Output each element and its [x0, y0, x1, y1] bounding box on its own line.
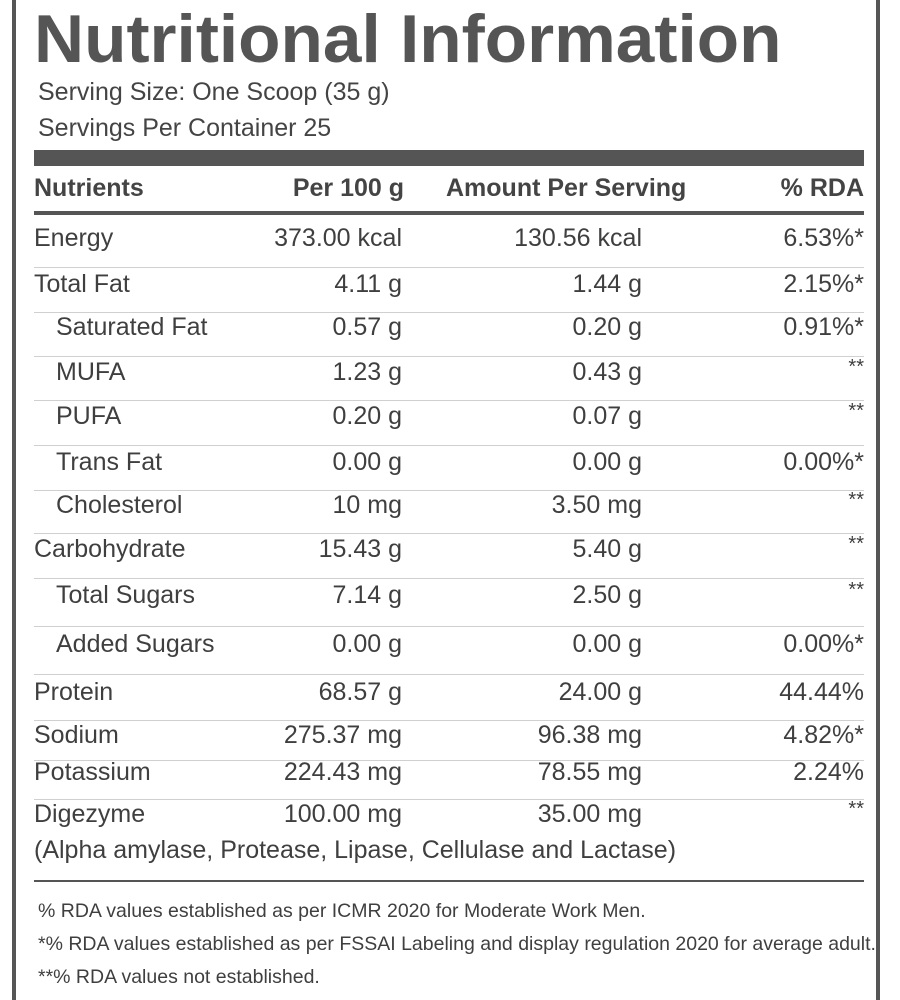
header-divider-thick — [34, 150, 864, 166]
nutrient-name: Protein — [34, 678, 114, 706]
servings-per-container: Servings Per Container 25 — [38, 114, 332, 142]
per-100g-value: 68.57 g — [318, 678, 402, 706]
row-divider — [34, 533, 864, 534]
table-row: Energy 373.00 kcal 130.56 kcal 6.53%* — [34, 224, 864, 260]
per-100g-value: 224.43 mg — [283, 758, 402, 786]
per-serving-value: 24.00 g — [558, 678, 642, 706]
rda-value: 2.24% — [793, 758, 864, 786]
row-divider — [34, 578, 864, 579]
nutrient-name: Sodium — [34, 721, 119, 749]
per-100g-value: 0.00 g — [332, 630, 402, 658]
header-divider — [34, 211, 864, 215]
per-serving-value: 3.50 mg — [551, 491, 642, 519]
row-divider — [34, 720, 864, 721]
per-serving-value: 78.55 mg — [537, 758, 642, 786]
per-serving-value: 0.20 g — [572, 313, 642, 341]
digezyme-note: (Alpha amylase, Protease, Lipase, Cellul… — [34, 836, 677, 864]
label-title: Nutritional Information — [34, 1, 782, 77]
per-100g-value: 10 mg — [332, 491, 402, 519]
per-100g-value: 4.11 g — [334, 270, 402, 298]
row-divider — [34, 760, 864, 761]
nutrient-name: Added Sugars — [56, 630, 215, 658]
footnote-fssai: *% RDA values established as per FSSAI L… — [38, 933, 876, 955]
row-divider — [34, 445, 864, 446]
nutrient-name: Total Sugars — [56, 581, 195, 609]
row-divider — [34, 626, 864, 627]
rda-value: 0.00%* — [783, 448, 864, 476]
header-rda: % RDA — [780, 174, 864, 202]
rda-value: 4.82%* — [783, 721, 864, 749]
table-row: Cholesterol 10 mg 3.50 mg ** — [34, 489, 864, 527]
per-100g-value: 7.14 g — [332, 581, 402, 609]
per-100g-value: 0.20 g — [332, 402, 402, 430]
nutrient-name: Cholesterol — [56, 491, 183, 519]
row-divider — [34, 400, 864, 401]
nutrient-name: Saturated Fat — [56, 313, 208, 341]
nutrient-name: Potassium — [34, 758, 151, 786]
rda-value: 44.44% — [779, 678, 864, 706]
footnote-icmr: % RDA values established as per ICMR 202… — [38, 900, 646, 922]
header-nutrients: Nutrients — [34, 174, 144, 202]
serving-size: Serving Size: One Scoop (35 g) — [38, 78, 390, 106]
table-row: MUFA 1.23 g 0.43 g ** — [34, 356, 864, 394]
table-row: Total Sugars 7.14 g 2.50 g ** — [34, 579, 864, 617]
rda-value: 2.15%* — [783, 270, 864, 298]
per-100g-value: 373.00 kcal — [274, 224, 402, 252]
nutrient-name: Digezyme — [34, 800, 146, 828]
per-serving-value: 0.43 g — [572, 358, 642, 386]
rda-value: ** — [848, 400, 864, 422]
per-serving-value: 5.40 g — [572, 535, 642, 563]
rda-value: 0.91%* — [783, 313, 864, 341]
rda-value: ** — [848, 579, 864, 601]
per-serving-value: 1.44 g — [572, 270, 642, 298]
per-serving-value: 130.56 kcal — [514, 224, 642, 252]
row-divider — [34, 312, 864, 313]
header-per-100g: Per 100 g — [292, 174, 404, 202]
per-100g-value: 0.57 g — [332, 313, 402, 341]
per-100g-value: 1.23 g — [332, 358, 402, 386]
nutrient-name: Trans Fat — [56, 448, 163, 476]
table-row: Sodium 275.37 mg 96.38 mg 4.82%* — [34, 721, 864, 757]
table-row: PUFA 0.20 g 0.07 g ** — [34, 400, 864, 438]
table-row: Potassium 224.43 mg 78.55 mg 2.24% — [34, 758, 864, 794]
per-serving-value: 0.00 g — [572, 630, 642, 658]
row-divider — [34, 490, 864, 491]
footnote-divider — [34, 880, 864, 882]
table-row: Protein 68.57 g 24.00 g 44.44% — [34, 678, 864, 714]
nutrient-name: Energy — [34, 224, 114, 252]
rda-value: ** — [848, 533, 864, 555]
header-per-serving: Amount Per Serving — [446, 174, 687, 202]
nutrient-name: MUFA — [56, 358, 126, 386]
nutrient-name: Carbohydrate — [34, 535, 186, 563]
row-divider — [34, 356, 864, 357]
nutrient-name: Total Fat — [34, 270, 130, 298]
table-row: Total Fat 4.11 g 1.44 g 2.15%* — [34, 270, 864, 306]
table-row: Digezyme 100.00 mg 35.00 mg ** — [34, 798, 864, 836]
per-100g-value: 0.00 g — [332, 448, 402, 476]
per-100g-value: 275.37 mg — [283, 721, 402, 749]
nutrient-name: PUFA — [56, 402, 122, 430]
label-frame — [12, 0, 880, 1000]
table-row: Trans Fat 0.00 g 0.00 g 0.00%* — [34, 448, 864, 484]
row-divider — [34, 267, 864, 268]
per-serving-value: 0.00 g — [572, 448, 642, 476]
rda-value: 0.00%* — [783, 630, 864, 658]
table-row: Added Sugars 0.00 g 0.00 g 0.00%* — [34, 630, 864, 666]
table-row: Carbohydrate 15.43 g 5.40 g ** — [34, 533, 864, 571]
rda-value: ** — [848, 798, 864, 820]
per-100g-value: 15.43 g — [318, 535, 402, 563]
rda-value: ** — [848, 489, 864, 511]
per-100g-value: 100.00 mg — [283, 800, 402, 828]
table-row: Saturated Fat 0.57 g 0.20 g 0.91%* — [34, 313, 864, 349]
rda-value: 6.53%* — [783, 224, 864, 252]
per-serving-value: 2.50 g — [572, 581, 642, 609]
footnote-not-established: **% RDA values not established. — [38, 966, 320, 988]
per-serving-value: 35.00 mg — [537, 800, 642, 828]
per-serving-value: 96.38 mg — [537, 721, 642, 749]
row-divider — [34, 799, 864, 800]
row-divider — [34, 674, 864, 675]
per-serving-value: 0.07 g — [572, 402, 642, 430]
rda-value: ** — [848, 356, 864, 378]
